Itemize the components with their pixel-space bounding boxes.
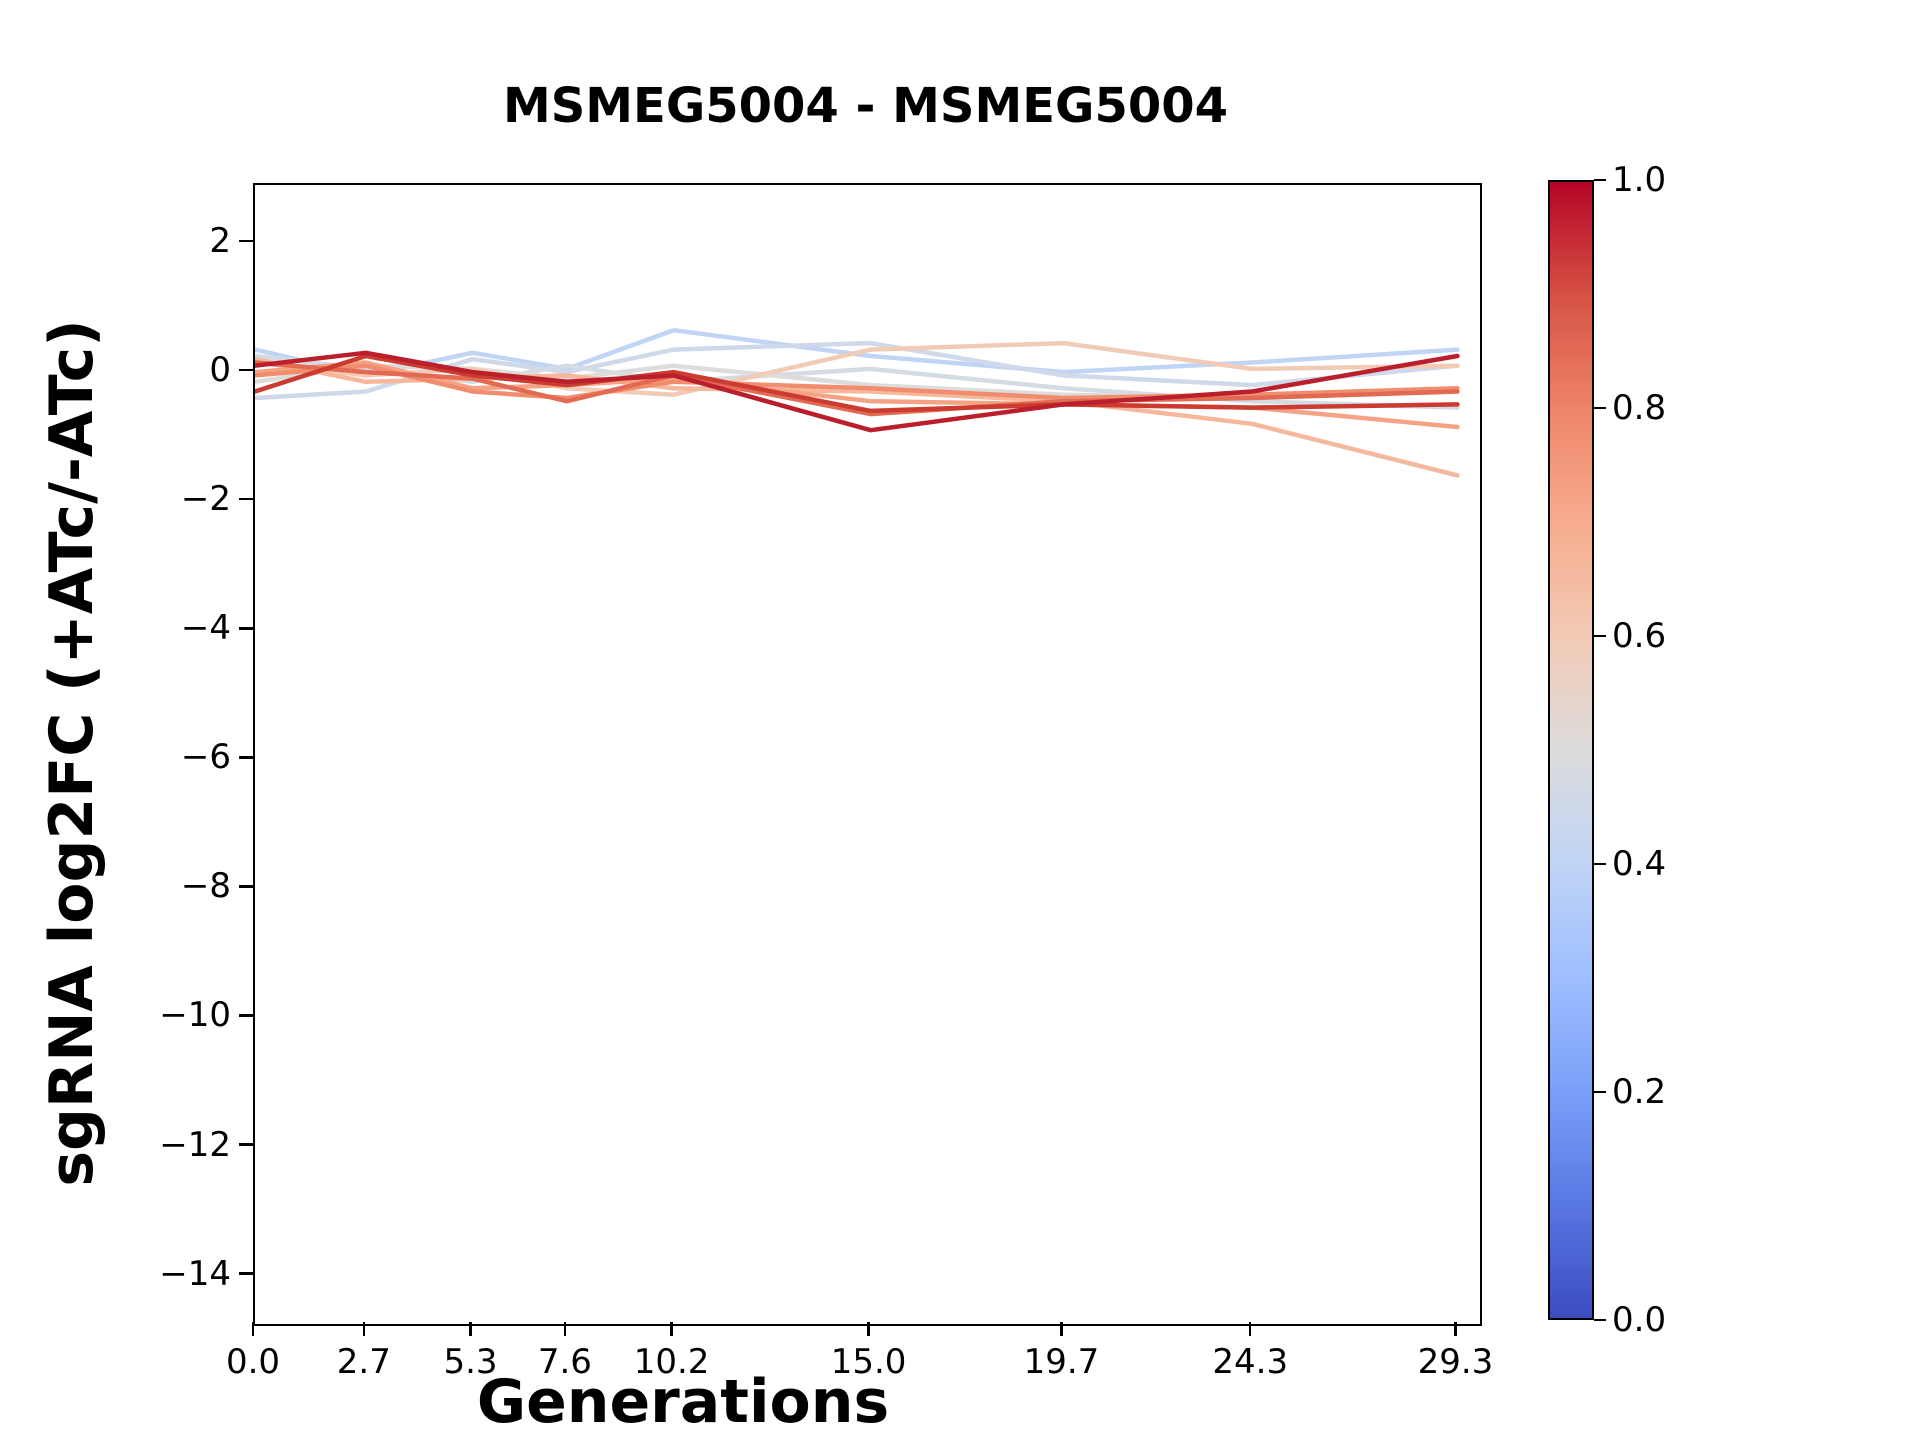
colorbar-tick-mark — [1594, 1318, 1606, 1322]
x-tick-label: 0.0 — [225, 1342, 281, 1382]
colorbar-tick-label: 0.0 — [1612, 1300, 1667, 1340]
colorbar-tick-mark — [1594, 406, 1606, 410]
x-tick-mark — [362, 1322, 366, 1336]
y-tick-mark — [239, 627, 253, 630]
x-tick-mark — [670, 1322, 673, 1336]
x-tick-label: 10.2 — [633, 1342, 710, 1382]
series-line — [255, 356, 1460, 478]
x-tick-mark — [251, 1322, 255, 1336]
y-tick-mark — [239, 1014, 253, 1017]
colorbar-tick-label: 0.6 — [1612, 616, 1667, 656]
x-tick-mark — [563, 1322, 567, 1336]
x-tick-label: 7.6 — [537, 1342, 592, 1382]
y-tick-mark — [239, 1272, 253, 1275]
colorbar-tick-mark — [1594, 178, 1606, 182]
y-axis-label: sgRNA log2FC (+ATc/-ATc) — [37, 319, 107, 1187]
x-tick-label: 5.3 — [443, 1342, 498, 1382]
y-tick-mark — [239, 885, 253, 888]
y-tick-label: −2 — [180, 479, 231, 520]
y-tick-mark — [239, 1143, 253, 1146]
y-tick-label: −8 — [180, 866, 231, 907]
x-tick-mark — [1060, 1322, 1063, 1336]
y-tick-label: −6 — [180, 737, 231, 778]
x-tick-label: 15.0 — [830, 1342, 907, 1382]
y-tick-mark — [239, 239, 253, 243]
y-tick-label: −14 — [159, 1253, 231, 1294]
y-tick-mark — [239, 368, 253, 372]
y-tick-label: −4 — [180, 608, 231, 649]
series-line — [255, 350, 1460, 433]
series-line — [255, 353, 1460, 414]
y-tick-mark — [239, 497, 253, 501]
x-tick-mark — [867, 1322, 870, 1336]
x-tick-label: 24.3 — [1212, 1342, 1289, 1382]
plot-area — [253, 183, 1482, 1326]
chart-svg — [255, 327, 1460, 478]
x-tick-label: 2.7 — [336, 1342, 391, 1382]
colorbar — [1548, 180, 1594, 1320]
chart-title: MSMEG5004 - MSMEG5004 — [502, 78, 1229, 134]
x-tick-label: 19.7 — [1023, 1342, 1100, 1382]
colorbar-tick-label: 0.4 — [1612, 844, 1667, 884]
y-tick-label: −10 — [159, 995, 231, 1036]
y-tick-label: 0 — [209, 350, 231, 391]
x-axis-label: Generations — [476, 1367, 890, 1437]
colorbar-tick-mark — [1594, 862, 1606, 866]
colorbar-gradient — [1550, 182, 1592, 1318]
colorbar-tick-mark — [1594, 1090, 1606, 1094]
y-tick-label: 2 — [209, 221, 231, 262]
y-tick-label: −12 — [159, 1124, 231, 1165]
x-tick-label: 29.3 — [1417, 1342, 1494, 1382]
x-tick-mark — [1248, 1322, 1252, 1336]
colorbar-tick-mark — [1594, 634, 1606, 638]
y-tick-mark — [239, 756, 253, 759]
colorbar-tick-label: 0.8 — [1612, 388, 1667, 428]
x-tick-mark — [1454, 1322, 1457, 1336]
colorbar-tick-label: 1.0 — [1612, 160, 1667, 200]
x-tick-mark — [469, 1322, 472, 1336]
colorbar-tick-label: 0.2 — [1612, 1072, 1667, 1112]
